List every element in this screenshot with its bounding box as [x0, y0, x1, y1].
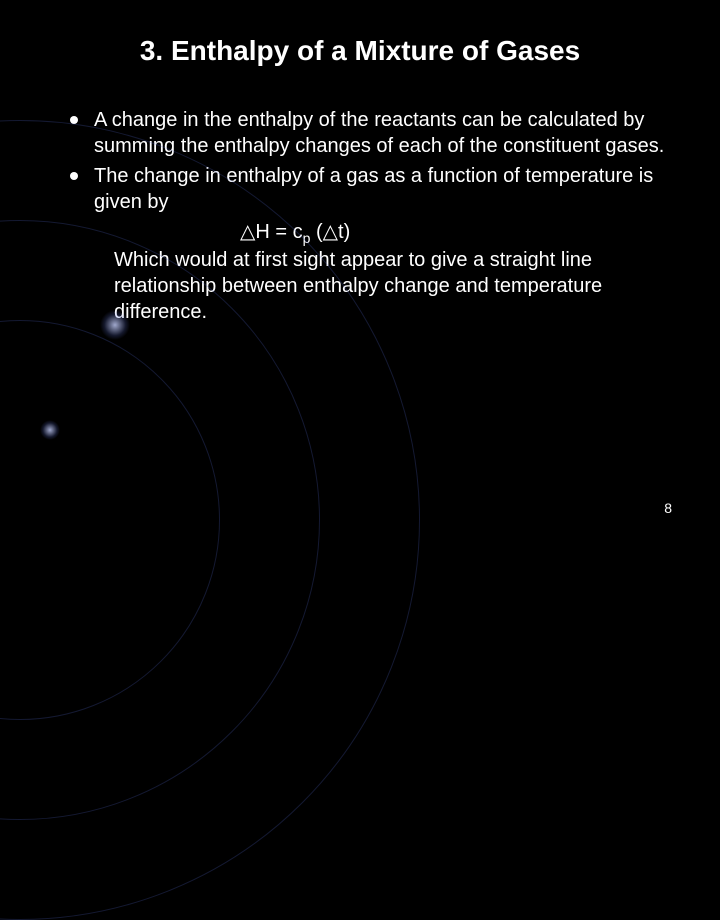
slide-content: A change in the enthalpy of the reactant… — [50, 107, 670, 325]
equation-suffix: (△t) — [310, 221, 350, 243]
decorative-glow — [40, 420, 60, 440]
slide-container: 3. Enthalpy of a Mixture of Gases A chan… — [0, 0, 720, 540]
bullet-item: A change in the enthalpy of the reactant… — [70, 107, 670, 159]
bullet-icon — [70, 116, 78, 124]
bullet-text: A change in the enthalpy of the reactant… — [94, 107, 670, 159]
slide-title: 3. Enthalpy of a Mixture of Gases — [50, 35, 670, 67]
decorative-orbit — [0, 320, 220, 720]
bullet-icon — [70, 172, 78, 180]
bullet-text: The change in enthalpy of a gas as a fun… — [94, 163, 670, 215]
bullet-item: The change in enthalpy of a gas as a fun… — [70, 163, 670, 215]
continuation-text: Which would at first sight appear to giv… — [70, 247, 670, 325]
equation-line: △H = cp (△t) — [70, 219, 670, 247]
page-number: 8 — [664, 500, 672, 516]
equation-prefix: △H = c — [240, 221, 303, 243]
